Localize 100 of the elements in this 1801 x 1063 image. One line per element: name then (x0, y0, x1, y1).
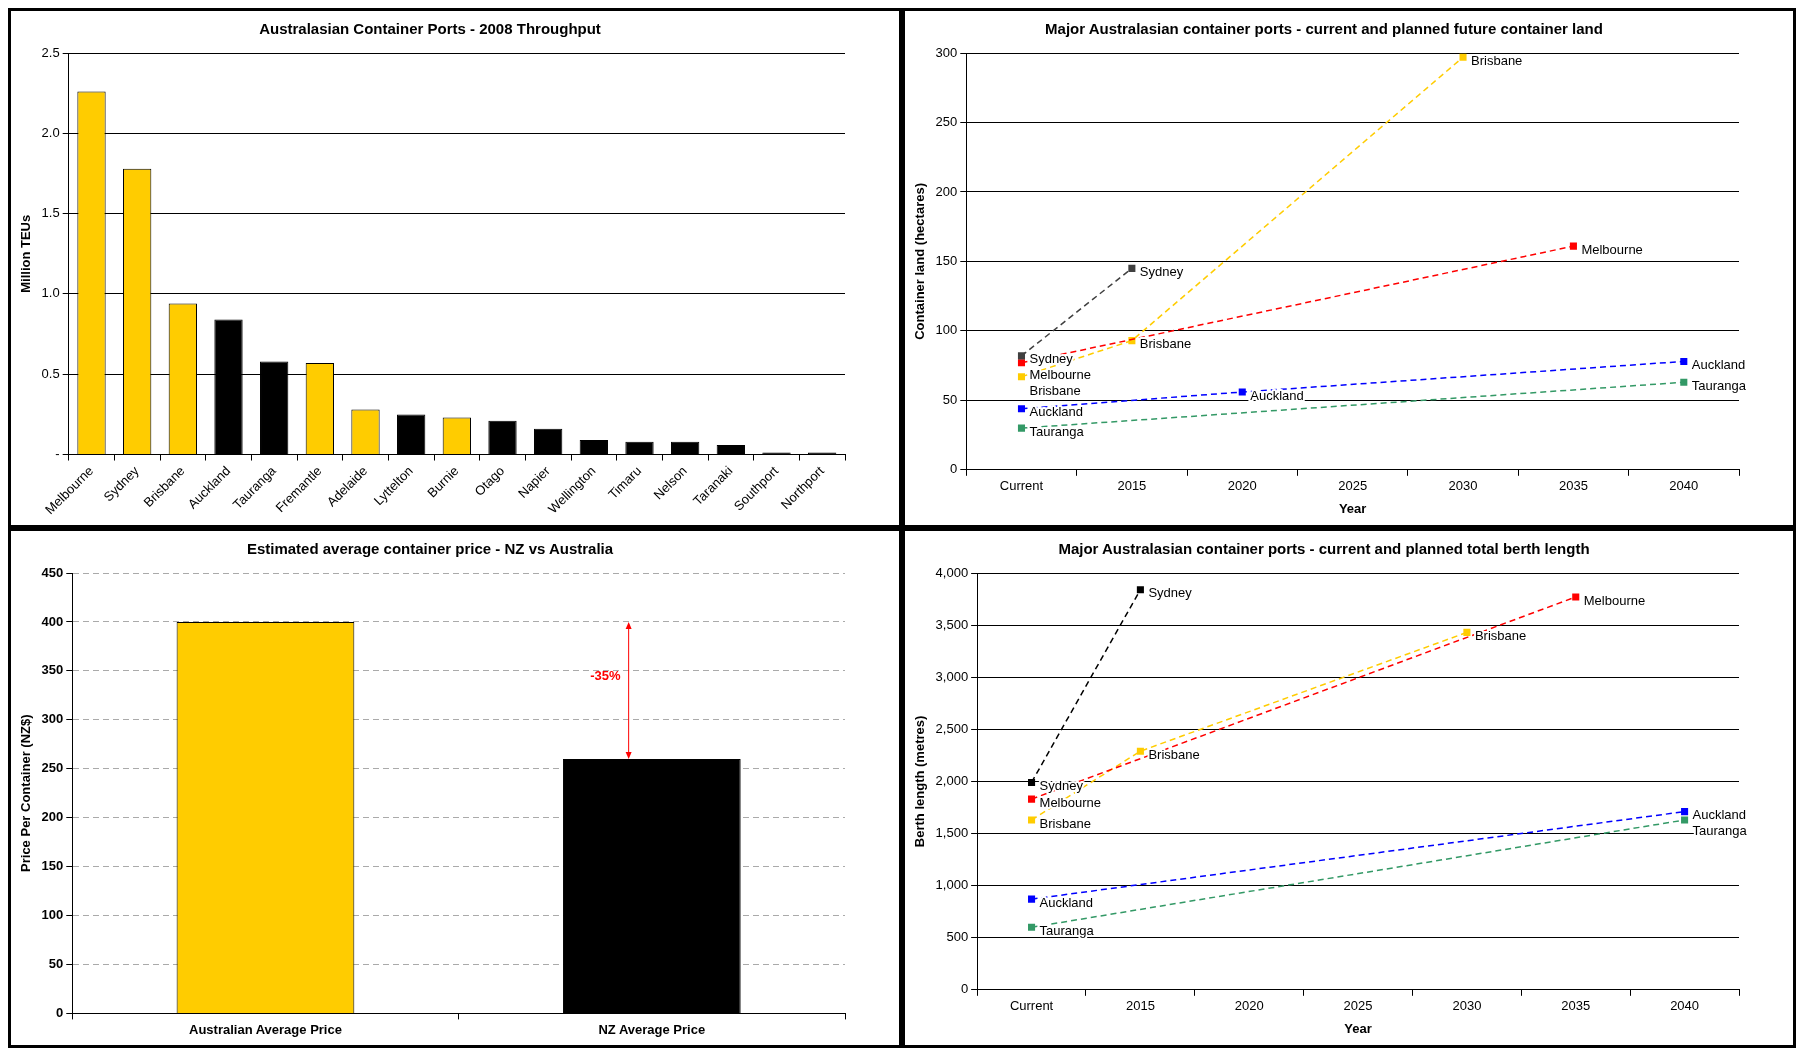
bar (534, 428, 563, 455)
text: Tauranga (1691, 377, 1747, 393)
y-tick-label: 2,500 (935, 720, 969, 736)
point (1017, 352, 1026, 360)
y-tick-label: 250 (935, 114, 958, 130)
x-tick-label: 2025 (1343, 998, 1373, 1014)
point (1463, 628, 1471, 636)
y-tick-label: 3,000 (935, 668, 969, 684)
y-tick-label: 400 (41, 613, 64, 629)
point (1017, 359, 1026, 367)
y-tick-label: 4,000 (935, 564, 969, 580)
text: Sydney (1139, 263, 1184, 279)
text: Auckland (1692, 807, 1747, 823)
y-axis-title: Price Per Container (NZ$) (18, 714, 34, 872)
series-label: Brisbane (1039, 815, 1091, 831)
point (1028, 816, 1036, 824)
y-tick-label: 100 (41, 907, 64, 923)
point (1238, 388, 1246, 396)
x-tick-label: 2015 (1117, 478, 1147, 494)
x-axis-title: Year (1344, 1020, 1372, 1036)
y-tick-label: 1,500 (935, 825, 969, 841)
point (1680, 357, 1688, 365)
y-tick-label: 0 (950, 461, 958, 477)
y-axis-title: Million TEUs (18, 214, 34, 293)
series-label: Sydney (1039, 778, 1084, 794)
x-axis-title: Year (1338, 500, 1367, 516)
point (1017, 405, 1026, 413)
point (1128, 264, 1136, 272)
series-label: Melbourne (1581, 241, 1643, 257)
y-tick-label: 1,000 (935, 877, 969, 893)
bar (716, 444, 745, 455)
y-tick-label: 150 (935, 252, 958, 268)
text: Brisbane (1148, 746, 1200, 762)
x-tick-label: 2040 (1670, 998, 1700, 1014)
point (1136, 747, 1144, 755)
point (1017, 373, 1026, 381)
y-tick-label: 300 (935, 44, 958, 60)
annotation: -35% (590, 668, 622, 684)
text: Melbourne (1583, 592, 1646, 608)
text: Sydney (1148, 585, 1192, 601)
x-tick-label: 2030 (1448, 478, 1478, 494)
y-tick-label: 50 (942, 391, 958, 407)
y-tick-label: - (55, 446, 60, 462)
bar (579, 440, 608, 455)
y-tick-label: 0.5 (41, 365, 60, 381)
y-axis-title: Container land (hectares) (912, 183, 928, 340)
y-tick-label: 2.5 (41, 44, 60, 60)
y-tick-label: 1.5 (41, 205, 60, 221)
y-tick-label: 100 (935, 322, 958, 338)
point (1569, 242, 1577, 250)
chart-title: Major Australasian container ports - current and planned future container land (1045, 20, 1603, 38)
y-tick-label: 2.0 (41, 124, 60, 140)
y-tick-label: 500 (946, 929, 969, 945)
chart-title: Australasian Container Ports - 2008 Throughput (259, 20, 601, 38)
text: Brisbane (1029, 383, 1081, 399)
point (1028, 895, 1036, 903)
y-tick-label: 300 (41, 711, 64, 727)
point (1459, 53, 1467, 61)
bar (671, 441, 700, 455)
text: Melbourne (1029, 367, 1091, 383)
point (1028, 795, 1036, 803)
text: Brisbane (1474, 627, 1527, 643)
x-tick-label: Current (1009, 998, 1054, 1014)
y-tick-label: 0 (56, 1004, 64, 1020)
text: Brisbane (1471, 52, 1523, 68)
y-tick-label: 350 (41, 662, 64, 678)
y-tick-label: 50 (48, 956, 64, 972)
point (1028, 923, 1036, 931)
x-tick-label: 2035 (1561, 998, 1591, 1014)
series-label: Melbourne (1039, 794, 1101, 810)
y-tick-label: 0 (960, 981, 969, 997)
series-label: Tauranga (1029, 423, 1085, 439)
chart-title: Estimated average container price - NZ vs Australia (246, 540, 614, 558)
series-label: Auckland (1039, 894, 1094, 910)
y-tick-label: 250 (41, 760, 64, 776)
x-tick-label: 2015 (1125, 998, 1155, 1014)
y-tick-label: 1.0 (41, 285, 60, 301)
x-tick-label: 2020 (1234, 998, 1264, 1014)
y-tick-label: 150 (41, 858, 64, 874)
y-tick-label: 2,000 (935, 772, 969, 788)
y-tick-label: 200 (935, 183, 958, 199)
bar (625, 441, 654, 455)
series-label: Brisbane (1139, 336, 1192, 352)
bar (488, 420, 517, 455)
x-tick-label: Current (999, 478, 1044, 494)
x-tick-label: 2030 (1452, 998, 1482, 1014)
y-tick-label: 200 (41, 809, 64, 825)
text: Auckland (1029, 404, 1083, 420)
x-tick-label: NZ Average Price (598, 1021, 706, 1037)
y-axis-title: Berth length (metres) (912, 715, 928, 848)
x-tick-label: 2040 (1669, 478, 1699, 494)
series-label: Auckland (1250, 387, 1304, 403)
point (1136, 586, 1144, 594)
x-tick-label: 2020 (1227, 478, 1257, 494)
x-tick-label: Australian Average Price (188, 1021, 342, 1037)
text: Auckland (1691, 357, 1746, 373)
point (1028, 778, 1036, 786)
point (1572, 593, 1580, 601)
bar (397, 414, 426, 455)
point (1681, 808, 1689, 816)
